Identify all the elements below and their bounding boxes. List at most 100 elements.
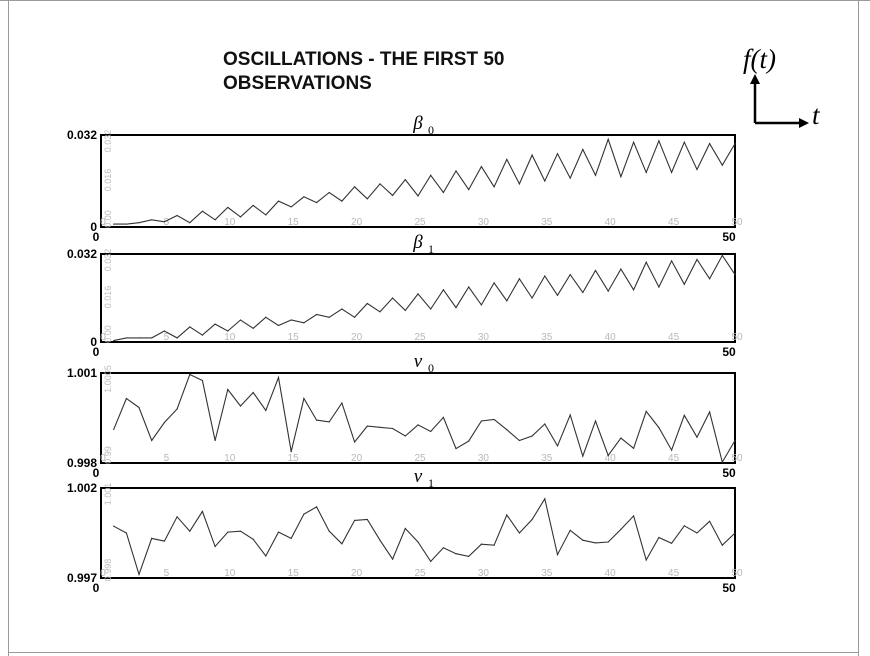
data-point-0-42 bbox=[645, 171, 647, 173]
data-point-3-20 bbox=[366, 518, 368, 521]
data-point-1-8 bbox=[214, 323, 216, 325]
data-point-3-42 bbox=[645, 559, 647, 561]
data-point-2-21 bbox=[379, 426, 381, 428]
data-point-0-47 bbox=[709, 143, 711, 145]
data-point-1-10 bbox=[239, 319, 242, 321]
data-point-3-1 bbox=[125, 532, 127, 534]
axes-arrows-icon bbox=[750, 74, 809, 128]
y-tick-label-2-1: 0.99 bbox=[103, 446, 113, 464]
data-point-0-27 bbox=[455, 170, 457, 172]
data-point-0-5 bbox=[176, 214, 178, 217]
data-point-0-19 bbox=[354, 186, 356, 188]
plot-frame-3 bbox=[100, 487, 736, 579]
data-point-2-26 bbox=[442, 416, 444, 418]
data-point-3-32 bbox=[518, 532, 521, 534]
data-point-1-9 bbox=[227, 330, 229, 332]
slide-border-top bbox=[0, 0, 870, 1]
data-point-3-24 bbox=[417, 541, 419, 543]
data-point-0-26 bbox=[442, 191, 444, 194]
data-point-0-24 bbox=[417, 195, 419, 197]
slide-border-left bbox=[8, 0, 9, 656]
data-point-2-10 bbox=[239, 405, 242, 407]
data-point-1-27 bbox=[455, 307, 457, 309]
data-point-1-15 bbox=[303, 322, 305, 324]
data-point-1-19 bbox=[354, 316, 356, 318]
data-point-1-23 bbox=[404, 309, 406, 311]
y-min-label-3: 0.997 bbox=[67, 571, 97, 585]
data-point-1-11 bbox=[252, 327, 254, 329]
data-point-1-47 bbox=[709, 278, 711, 280]
data-point-2-23 bbox=[404, 435, 406, 437]
data-point-0-39 bbox=[607, 138, 609, 140]
data-point-3-48 bbox=[721, 544, 723, 546]
data-point-1-28 bbox=[468, 286, 470, 288]
data-point-0-20 bbox=[366, 198, 368, 200]
x-tick-label-0-9: 45 bbox=[668, 217, 680, 228]
data-point-3-5 bbox=[176, 516, 178, 518]
data-point-0-21 bbox=[379, 183, 381, 185]
data-point-1-31 bbox=[506, 300, 508, 302]
data-point-1-30 bbox=[493, 282, 495, 284]
series-line-0 bbox=[113, 137, 736, 225]
x-tick-label-0-7: 35 bbox=[541, 217, 553, 228]
data-point-1-40 bbox=[620, 268, 622, 270]
data-point-1-21 bbox=[379, 311, 381, 313]
data-point-2-41 bbox=[632, 447, 635, 449]
axes-legend: f(t) t bbox=[735, 44, 845, 134]
y-min-label-0: 0 bbox=[90, 220, 97, 234]
data-point-3-19 bbox=[354, 519, 356, 522]
x-tick-label-2-0: 0 bbox=[100, 453, 106, 464]
x-tick-label-1-5: 25 bbox=[414, 332, 426, 343]
data-point-1-44 bbox=[671, 260, 673, 262]
y-tick-label-1-0: 0.032 bbox=[103, 249, 113, 272]
x-tick-label-1-3: 15 bbox=[288, 332, 300, 343]
data-point-3-40 bbox=[620, 528, 622, 531]
x-tick-label-1-8: 40 bbox=[605, 332, 617, 343]
data-point-1-18 bbox=[341, 308, 343, 310]
data-point-1-36 bbox=[569, 274, 571, 276]
data-point-0-44 bbox=[671, 171, 673, 173]
panel-title-2: v bbox=[414, 351, 423, 372]
x-tick-label-3-3: 15 bbox=[288, 568, 300, 579]
data-point-3-22 bbox=[392, 558, 394, 560]
data-point-0-36 bbox=[569, 177, 571, 179]
y-tick-label-2-0: 1.0005 bbox=[103, 365, 113, 393]
data-point-1-12 bbox=[265, 316, 267, 318]
data-point-3-3 bbox=[151, 537, 153, 540]
data-point-2-24 bbox=[417, 424, 419, 426]
data-point-3-6 bbox=[189, 530, 191, 532]
data-point-2-16 bbox=[315, 419, 318, 421]
data-point-0-2 bbox=[138, 222, 140, 224]
panel-subscript-3: 1 bbox=[428, 476, 434, 490]
data-point-1-5 bbox=[176, 337, 178, 339]
x-end-label-2: 50 bbox=[722, 466, 736, 480]
data-point-1-43 bbox=[658, 286, 660, 288]
data-point-3-11 bbox=[252, 538, 254, 540]
x-tick-label-3-7: 35 bbox=[541, 568, 553, 579]
plot-frame-2 bbox=[100, 372, 736, 464]
panel-subscript-2: 0 bbox=[428, 361, 434, 375]
data-point-3-44 bbox=[671, 542, 673, 544]
data-point-2-48 bbox=[721, 461, 723, 463]
data-point-1-17 bbox=[328, 316, 330, 318]
x-tick-label-1-0: 0 bbox=[100, 332, 106, 343]
y-min-label-2: 0.998 bbox=[67, 456, 97, 470]
x-start-label-1: 0 bbox=[93, 345, 100, 359]
x-tick-label-3-4: 20 bbox=[351, 568, 363, 579]
data-point-2-8 bbox=[214, 439, 216, 442]
data-point-0-40 bbox=[620, 176, 622, 178]
data-point-0-6 bbox=[189, 222, 191, 224]
data-point-0-46 bbox=[696, 168, 698, 171]
x-tick-label-0-4: 20 bbox=[351, 217, 363, 228]
data-point-2-39 bbox=[607, 454, 609, 457]
data-point-3-25 bbox=[430, 560, 432, 563]
data-point-0-13 bbox=[277, 200, 280, 202]
data-point-3-41 bbox=[632, 515, 635, 517]
x-tick-label-3-2: 10 bbox=[224, 568, 236, 579]
x-tick-label-1-4: 20 bbox=[351, 332, 363, 343]
data-point-3-38 bbox=[594, 542, 597, 544]
data-point-2-15 bbox=[303, 397, 305, 400]
data-point-2-34 bbox=[544, 423, 546, 425]
series-line-2 bbox=[113, 373, 736, 464]
